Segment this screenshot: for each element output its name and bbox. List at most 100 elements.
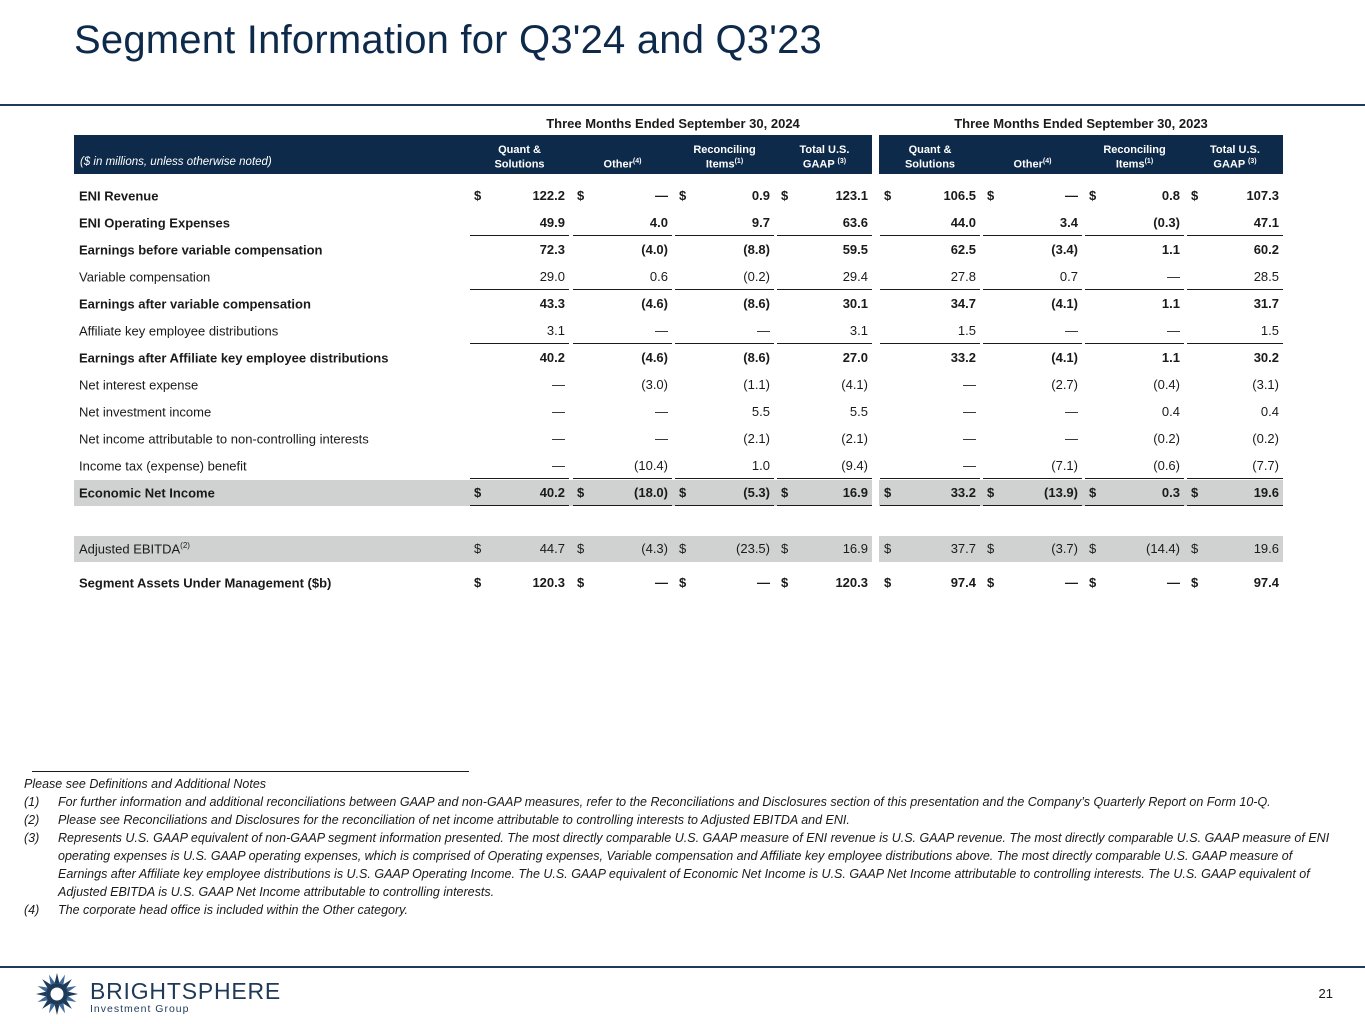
value-cell: (3.0) [573, 377, 672, 395]
value-cell: (0.2) [1085, 431, 1184, 449]
value-cell: (7.1) [983, 458, 1082, 476]
subtotal-underline [1187, 235, 1283, 236]
subtotal-underline [573, 235, 672, 236]
value-cell: $ (4.3) [573, 541, 672, 559]
row-label-text: Economic Net Income [79, 485, 215, 501]
value-cell: 29.0 [470, 269, 569, 287]
row-label-text: ENI Revenue [79, 188, 159, 204]
footnote-text: The corporate head office is included wi… [58, 903, 408, 917]
row-label-text: Earnings after variable compensation [79, 296, 311, 312]
units-note: ($ in millions, unless otherwise noted) [80, 156, 272, 168]
cell-value: 0.6 [649, 269, 668, 284]
value-cell: 0.4 [1085, 404, 1184, 422]
value-cell: 27.0 [777, 350, 872, 368]
footnote-item: (4) The corporate head office is included… [24, 901, 1344, 919]
value-cell: — [1085, 269, 1184, 287]
dollar-sign: $ [1191, 575, 1199, 590]
dollar-sign: $ [987, 575, 995, 590]
column-header-footnote: (4) [1042, 158, 1052, 166]
value-cell: 1.0 [675, 458, 774, 476]
subtotal-underline [573, 478, 672, 479]
value-cell: 30.2 [1187, 350, 1283, 368]
cell-value: 28.5 [1253, 269, 1279, 284]
value-cell: — [470, 404, 569, 422]
cell-value: (8.8) [743, 242, 770, 257]
cell-value: 0.7 [1059, 269, 1078, 284]
column-header-footnote: (1) [734, 158, 744, 166]
value-cell: — [573, 431, 672, 449]
value-cell: (1.1) [675, 377, 774, 395]
header-divider [0, 104, 1365, 106]
cell-value: (3.1) [1252, 377, 1279, 392]
cell-value: 47.1 [1253, 215, 1279, 230]
cell-value: — [552, 431, 565, 446]
column-header: Total U.S. GAAP (3) [1187, 144, 1283, 171]
dollar-sign: $ [781, 485, 789, 500]
value-cell: (0.2) [1187, 431, 1283, 449]
dollar-sign: $ [987, 485, 995, 500]
column-header-line2: Items(1) [1116, 156, 1153, 171]
subtotal-underline [675, 289, 774, 290]
dollar-sign: $ [679, 485, 687, 500]
cell-value: — [1065, 404, 1078, 419]
cell-value: (1.1) [743, 377, 770, 392]
subtotal-underline [675, 505, 774, 506]
cell-value: (0.2) [1252, 431, 1279, 446]
value-cell: $16.9 [777, 541, 872, 559]
column-header-band-2023 [879, 135, 1283, 174]
cell-value: (8.6) [743, 296, 770, 311]
footnotes: Please see Definitions and Additional No… [24, 775, 1344, 919]
column-header: Reconciling Items(1) [1085, 144, 1184, 171]
row-label-text: Variable compensation [79, 269, 211, 285]
cell-value: (4.1) [1051, 296, 1078, 311]
logo-ray [67, 991, 78, 997]
column-header: Reconciling Items(1) [675, 144, 774, 171]
value-cell: 27.8 [880, 269, 980, 287]
column-header-line2: Other(4) [604, 156, 642, 171]
dollar-sign: $ [474, 485, 482, 500]
cell-value: 16.9 [842, 541, 868, 556]
cell-value: (3.0) [641, 377, 668, 392]
cell-value: — [552, 377, 565, 392]
dollar-sign: $ [781, 575, 789, 590]
value-cell: $0.3 [1085, 485, 1184, 503]
cell-value: — [1065, 575, 1078, 590]
dollar-sign: $ [577, 575, 585, 590]
value-cell: (0.3) [1085, 215, 1184, 233]
value-cell: $40.2 [470, 485, 569, 503]
value-cell: 3.4 [983, 215, 1082, 233]
cell-value: (23.5) [736, 541, 770, 556]
table-row: Earnings after Affiliate key employee di… [74, 345, 1283, 371]
subtotal-underline [983, 505, 1082, 506]
cell-value: (0.6) [1153, 458, 1180, 473]
table-row: Economic Net Income $40.2 $ (18.0) $ (5.3) $16… [74, 480, 1283, 506]
value-cell: 44.0 [880, 215, 980, 233]
value-cell: — [1085, 323, 1184, 341]
value-cell: — [880, 458, 980, 476]
value-cell: — [880, 377, 980, 395]
logo-ray [58, 1002, 66, 1014]
cell-value: (3.7) [1051, 541, 1078, 556]
cell-value: (0.3) [1153, 215, 1180, 230]
notes-intro: Please see Definitions and Additional No… [24, 777, 267, 791]
cell-value: 97.4 [1253, 575, 1279, 590]
cell-value: 3.1 [849, 323, 868, 338]
dollar-sign: $ [1089, 485, 1097, 500]
subtotal-underline [470, 235, 569, 236]
cell-value: (4.6) [641, 296, 668, 311]
value-cell: 59.5 [777, 242, 872, 260]
subtotal-underline [777, 478, 872, 479]
cell-value: (7.7) [1252, 458, 1279, 473]
row-label: Earnings after variable compensation [79, 296, 311, 311]
value-cell: — [675, 323, 774, 341]
cell-value: (2.1) [841, 431, 868, 446]
page-title: Segment Information for Q3'24 and Q3'23 [74, 18, 822, 62]
footnote-item: (3) Represents U.S. GAAP equivalent of no… [24, 829, 1344, 901]
footnote-text: Please see Reconciliations and Disclosur… [58, 813, 850, 827]
value-cell: 29.4 [777, 269, 872, 287]
value-cell: (3.4) [983, 242, 1082, 260]
column-header-text: Solutions [904, 159, 956, 171]
subtotal-underline [1085, 343, 1184, 344]
cell-value: (2.1) [743, 431, 770, 446]
logo-ray [37, 995, 49, 1003]
